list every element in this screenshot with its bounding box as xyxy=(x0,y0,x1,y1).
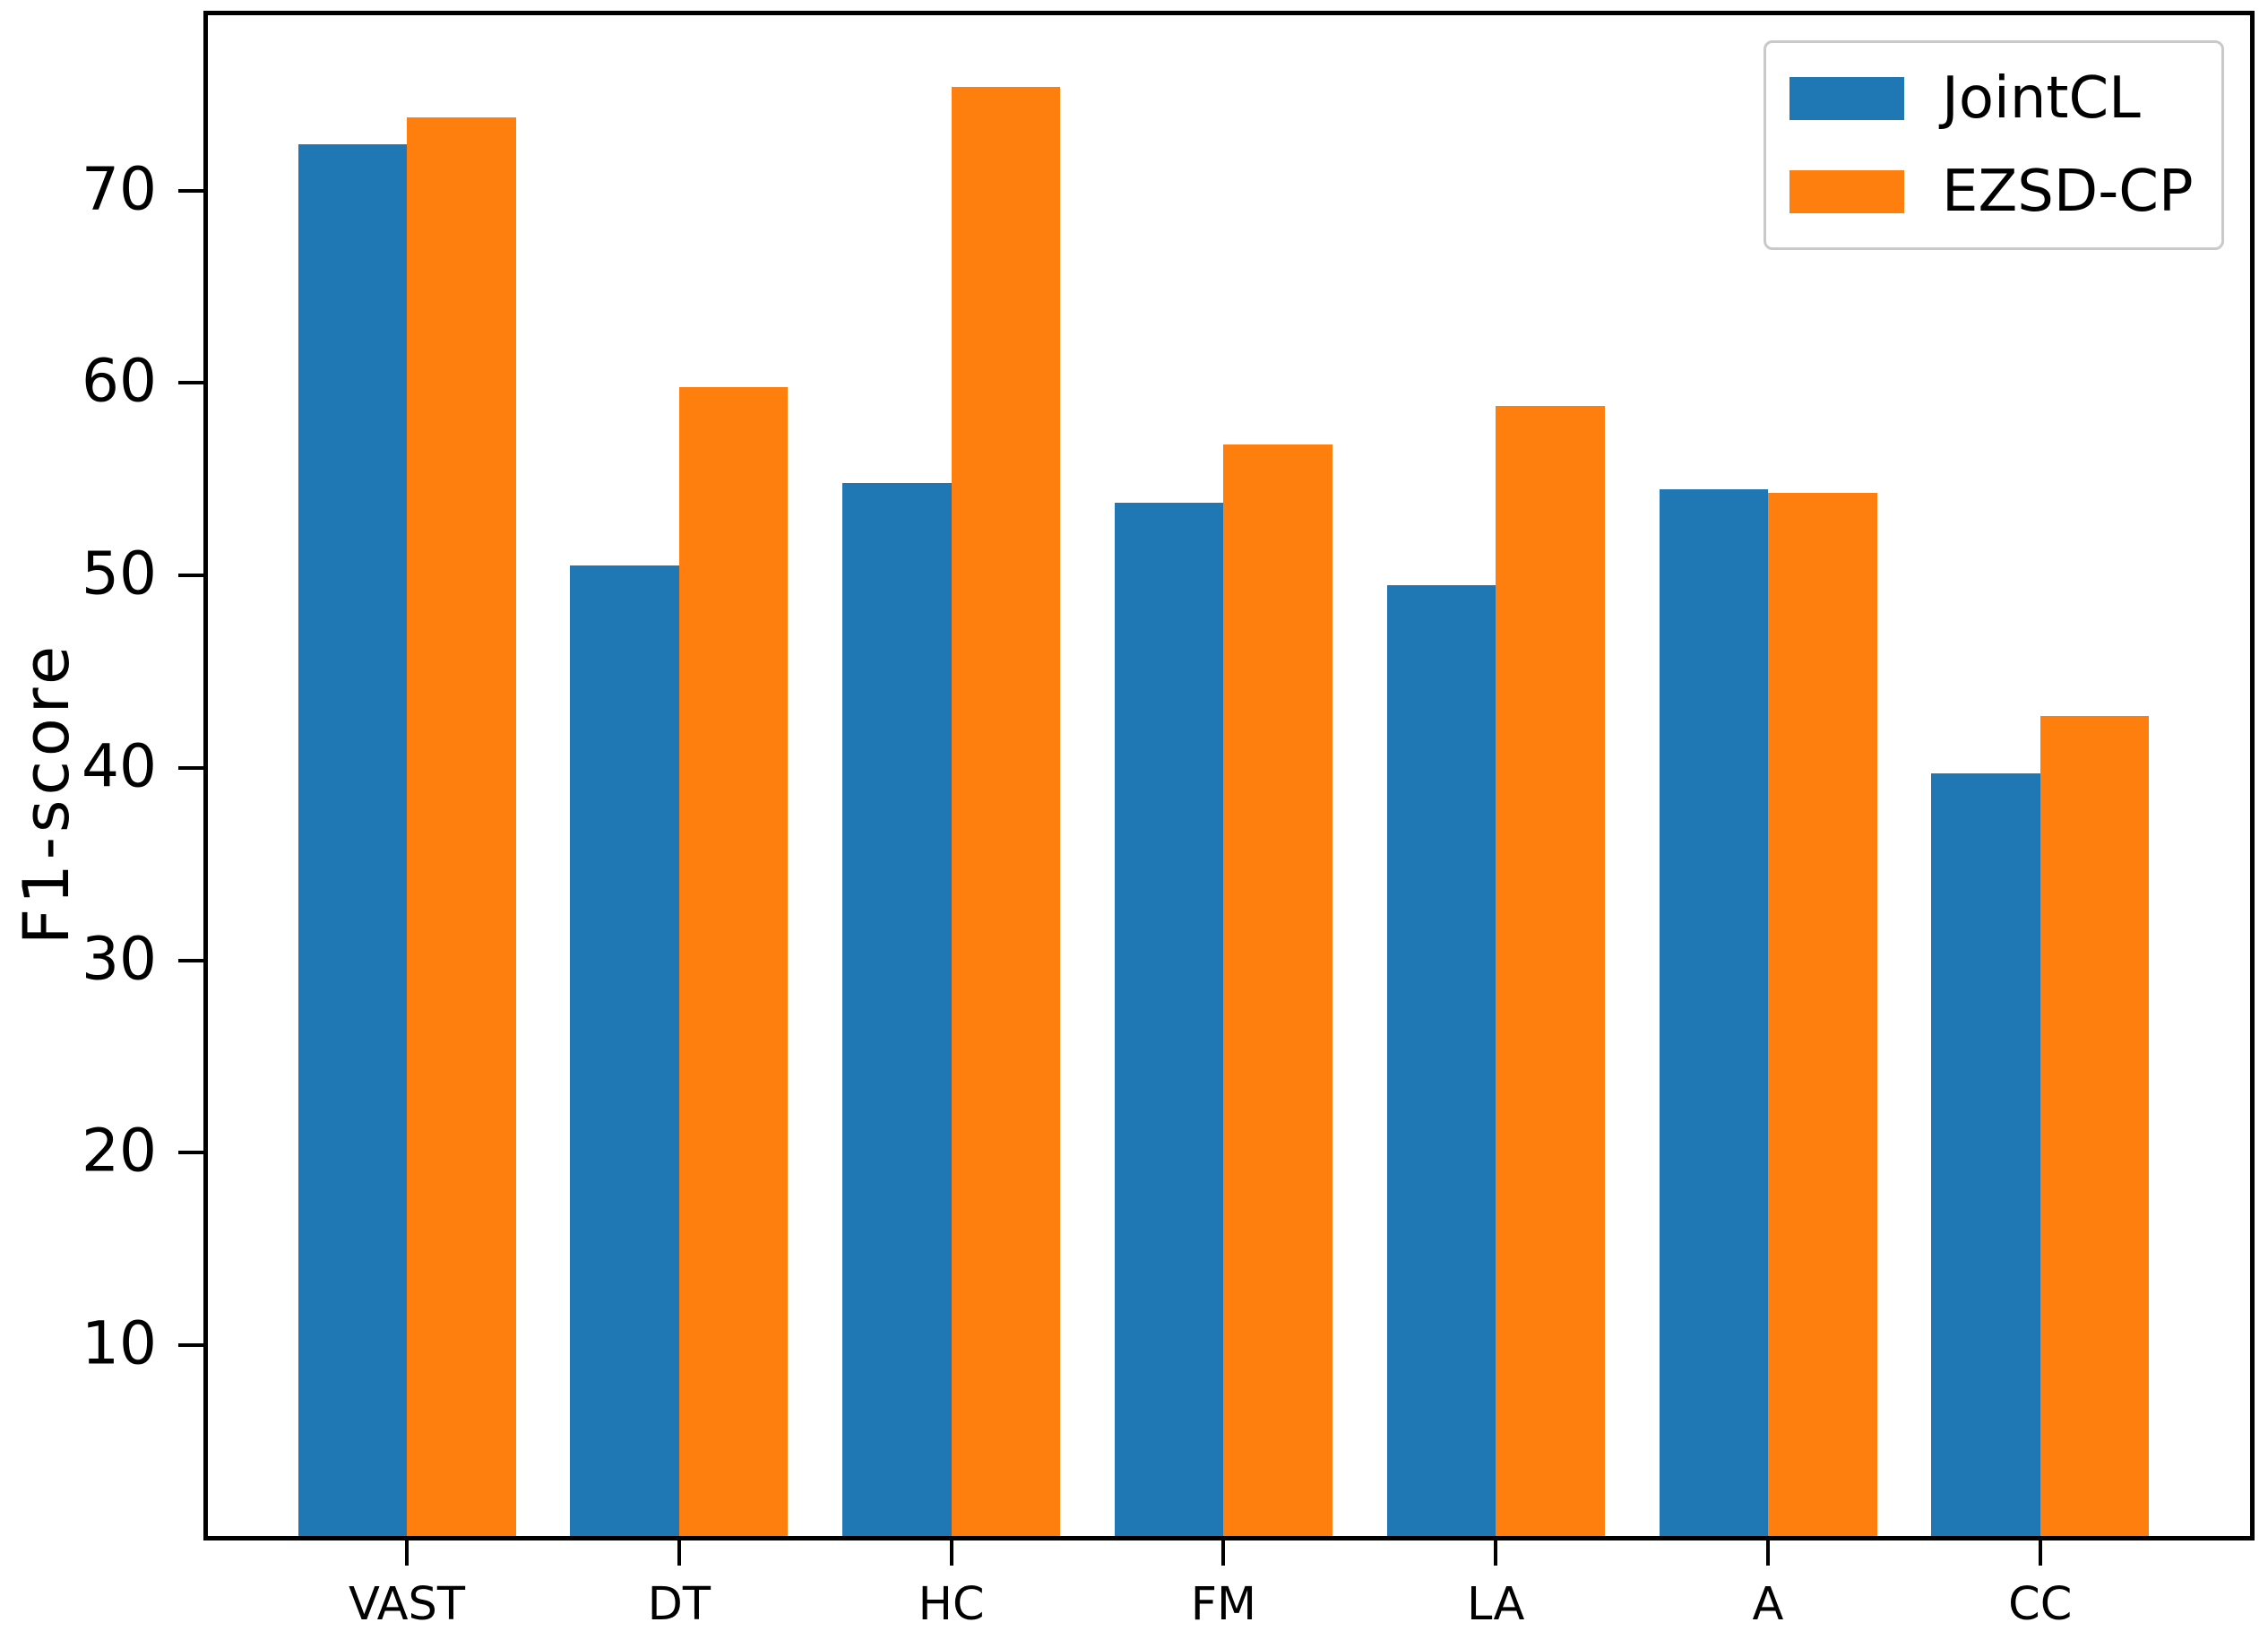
y-tick-mark-20 xyxy=(178,1151,203,1155)
x-tick-mark-hc xyxy=(949,1540,953,1566)
bar-jointcl-cc xyxy=(1931,773,2040,1538)
y-tick-mark-30 xyxy=(178,958,203,962)
legend-label-ezsd-cp: EZSD-CP xyxy=(1942,159,2194,225)
y-tick-mark-60 xyxy=(178,381,203,385)
y-tick-label-70: 70 xyxy=(82,154,157,224)
y-tick-label-40: 40 xyxy=(82,731,157,801)
y-tick-label-10: 10 xyxy=(82,1308,157,1378)
y-tick-label-50: 50 xyxy=(82,539,157,608)
bar-jointcl-fm xyxy=(1114,502,1224,1538)
x-tick-label-cc: CC xyxy=(2008,1578,2073,1631)
bar-jointcl-hc xyxy=(842,483,952,1538)
y-tick-label-60: 60 xyxy=(82,347,157,417)
y-tick-mark-40 xyxy=(178,765,203,770)
x-tick-label-vast: VAST xyxy=(348,1578,466,1631)
legend-item-jointcl: JointCL xyxy=(1789,70,2221,127)
bar-ezsd-cp-fm xyxy=(1223,444,1332,1538)
x-tick-mark-a xyxy=(1766,1540,1770,1566)
y-tick-mark-50 xyxy=(178,574,203,578)
legend: JointCL EZSD-CP xyxy=(1764,40,2224,250)
y-tick-mark-10 xyxy=(178,1343,203,1348)
legend-label-jointcl: JointCL xyxy=(1942,65,2141,132)
x-tick-label-dt: DT xyxy=(647,1578,711,1631)
x-tick-label-hc: HC xyxy=(918,1578,985,1631)
x-tick-label-fm: FM xyxy=(1190,1578,1257,1631)
x-tick-mark-dt xyxy=(677,1540,681,1566)
bar-ezsd-cp-cc xyxy=(2039,715,2150,1538)
bar-jointcl-la xyxy=(1386,584,1496,1538)
bar-ezsd-cp-dt xyxy=(678,386,789,1538)
bar-ezsd-cp-la xyxy=(1496,406,1605,1538)
x-tick-mark-la xyxy=(1494,1540,1498,1566)
y-axis-title: F1-score xyxy=(10,641,83,945)
y-tick-label-30: 30 xyxy=(82,924,157,994)
x-tick-label-a: A xyxy=(1752,1578,1784,1631)
x-tick-mark-cc xyxy=(2038,1540,2042,1566)
bar-ezsd-cp-a xyxy=(1768,492,1877,1538)
bar-jointcl-vast xyxy=(298,144,407,1538)
y-tick-mark-70 xyxy=(178,188,203,193)
bar-ezsd-cp-vast xyxy=(407,116,516,1538)
legend-swatch-jointcl xyxy=(1789,77,1904,120)
y-tick-label-20: 20 xyxy=(82,1117,157,1187)
x-tick-mark-fm xyxy=(1221,1540,1226,1566)
plot-area: 10 20 30 40 50 60 70 VAST DT HC FM LA A CC xyxy=(82,11,2255,1631)
bar-jointcl-a xyxy=(1659,488,1768,1538)
x-tick-label-la: LA xyxy=(1466,1578,1525,1631)
legend-item-ezsd-cp: EZSD-CP xyxy=(1789,163,2221,220)
legend-swatch-ezsd-cp xyxy=(1789,170,1904,213)
x-tick-mark-vast xyxy=(405,1540,409,1566)
bar-jointcl-dt xyxy=(570,565,679,1538)
bar-ezsd-cp-hc xyxy=(951,86,1061,1538)
